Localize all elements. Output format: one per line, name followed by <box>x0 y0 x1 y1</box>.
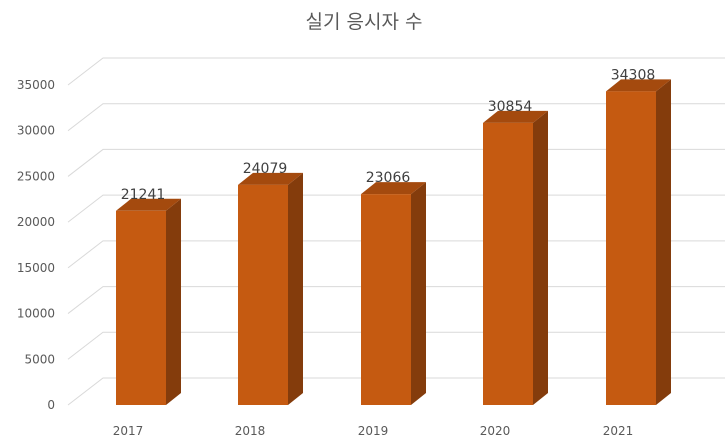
gridlines <box>67 57 725 406</box>
bar-2019 <box>361 182 426 405</box>
bar-side <box>166 198 181 405</box>
data-label: 21241 <box>121 187 166 203</box>
chart-title: 실기 응시자 수 <box>306 11 423 33</box>
bar-top <box>483 110 548 123</box>
x-tick-label: 2017 <box>113 424 144 438</box>
bar-top <box>361 182 426 195</box>
bar-2017 <box>116 198 181 405</box>
y-tick-label: 15000 <box>17 261 55 275</box>
y-tick-label: 0 <box>47 398 55 412</box>
bar-2020 <box>483 110 548 406</box>
y-tick-label: 35000 <box>17 78 55 92</box>
bar-top <box>116 198 181 211</box>
x-tick-label: 2019 <box>358 424 389 438</box>
bar-top <box>606 79 671 92</box>
bar-front <box>483 122 533 406</box>
x-tick-label: 2021 <box>603 424 634 438</box>
data-label: 34308 <box>611 67 656 83</box>
bar-side <box>288 172 303 405</box>
data-label: 23066 <box>366 170 411 186</box>
y-tick-label: 30000 <box>17 124 55 138</box>
bar-front <box>361 194 411 405</box>
bars <box>116 79 671 406</box>
y-tick-label: 25000 <box>17 169 55 183</box>
x-axis-ticks: 2017 2018 2019 2020 2021 <box>113 424 634 438</box>
x-tick-label: 2020 <box>480 424 511 438</box>
y-axis-ticks: 0 5000 10000 15000 20000 25000 30000 35000 <box>17 78 55 412</box>
x-tick-label: 2018 <box>235 424 266 438</box>
gridline-30000 <box>67 103 725 132</box>
bar-2021 <box>606 79 671 406</box>
data-label: 24079 <box>243 161 288 177</box>
bar-top <box>238 172 303 185</box>
data-labels: 21241 24079 23066 30854 34308 <box>121 67 656 202</box>
bar-side <box>533 110 548 406</box>
y-tick-label: 5000 <box>24 352 55 366</box>
bar-front <box>606 91 656 406</box>
y-tick-label: 20000 <box>17 215 55 229</box>
bar-front <box>238 184 288 405</box>
bar-front <box>116 210 166 405</box>
y-tick-label: 10000 <box>17 307 55 321</box>
bar-side <box>656 79 671 406</box>
bar-2018 <box>238 172 303 405</box>
data-label: 30854 <box>488 99 533 115</box>
bar-side <box>411 182 426 405</box>
gridline-35000 <box>67 57 725 86</box>
